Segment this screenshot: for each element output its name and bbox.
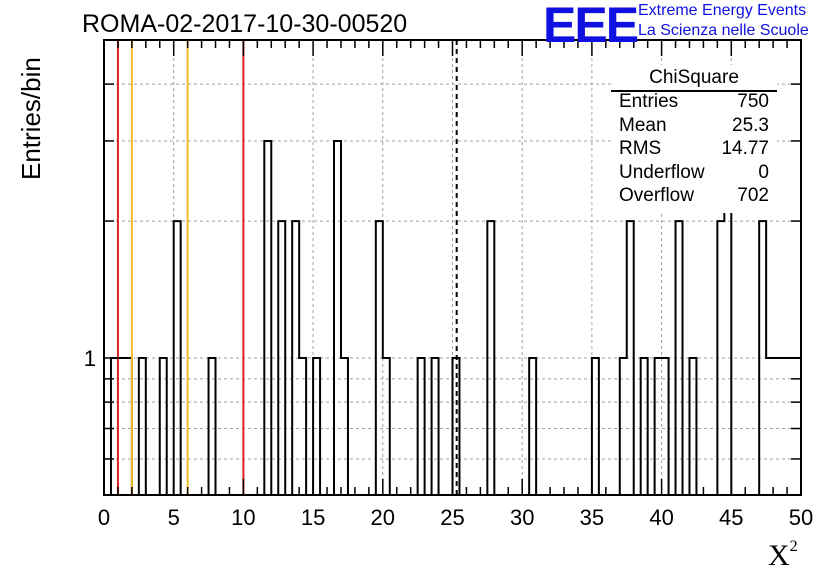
stats-title: ChiSquare [611,67,777,92]
stat-label: Mean [619,115,667,136]
histogram-bin [334,141,341,495]
stat-label: Underflow [619,162,705,183]
x-tick-label: 45 [719,505,743,530]
stat-label: RMS [619,138,662,159]
x-tick-label: 40 [649,505,673,530]
logo-line-1: Extreme Energy Events [638,2,807,19]
x-tick-label: 5 [168,505,180,530]
x-tick-label: 20 [371,505,395,530]
x-tick-label: 50 [789,505,813,530]
tick-layer: 0 5 10 15 20 25 30 35 40 45 50 1 [84,40,813,530]
x-tick-label: 10 [231,505,255,530]
x-axis-label: X2 [768,538,798,572]
stat-value: 702 [737,185,769,206]
stat-value: 14.77 [721,138,769,159]
histogram-bin [264,141,271,495]
stat-label: Entries [619,91,679,112]
x-tick-label: 30 [510,505,534,530]
x-tick-label: 15 [301,505,325,530]
x-tick-label: 0 [98,505,110,530]
vertical-lines-layer [116,40,458,495]
logo-line-2: La Scienza nelle Scuole [638,22,809,39]
x-tick-label: 35 [580,505,604,530]
eee-logo: EEE [543,0,639,53]
stat-value: 0 [758,162,769,183]
chart-title: ROMA-02-2017-10-30-00520 [82,10,408,38]
x-tick-label: 25 [440,505,464,530]
stat-label: Overflow [619,185,694,206]
stats-box: ChiSquare Entries 750 Mean 25.3 RMS 14.7… [611,65,777,213]
y-axis-label: Entries/bin [16,57,46,180]
stat-value: 25.3 [732,115,769,136]
stat-value: 750 [737,91,769,112]
y-tick-label: 1 [84,346,96,371]
